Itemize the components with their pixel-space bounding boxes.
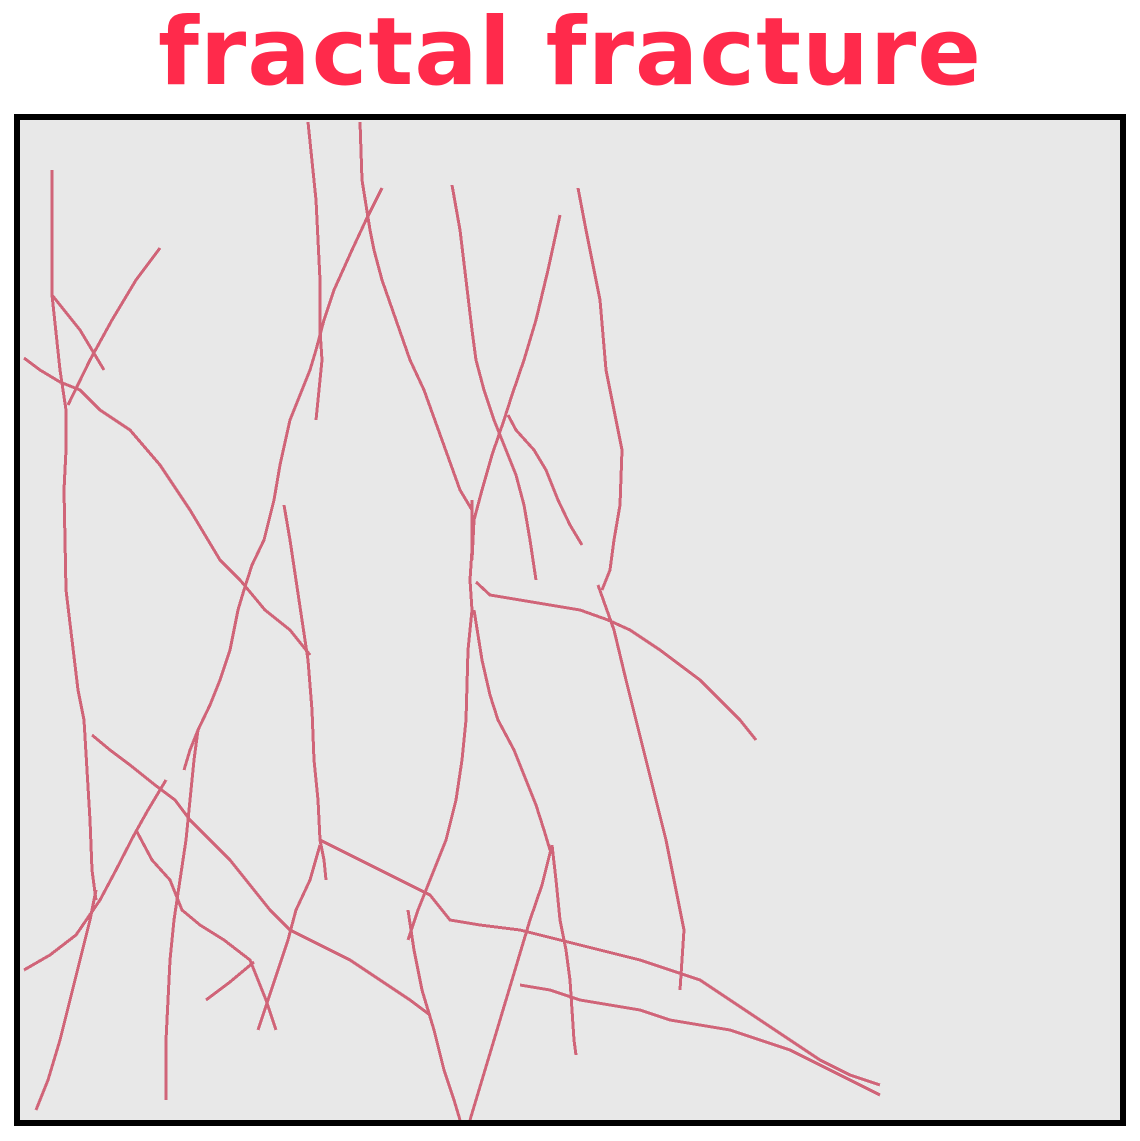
crack-line [50,294,106,371]
crack-line [256,844,322,1031]
crack-line [23,356,312,656]
crack-line [66,247,162,406]
page-title: fractal fracture [157,0,983,107]
crack-line [34,889,98,1111]
crack-line [306,121,324,421]
crack-line [50,170,98,901]
crack-line [450,184,538,581]
crack-line [282,504,328,881]
crack-line [358,121,474,511]
canvas-frame [14,114,1126,1126]
crack-line [319,838,881,1087]
crack-line [472,609,552,851]
crack-line [406,500,474,941]
crack-line [474,580,758,741]
crack-line [506,414,584,546]
crack-line [576,187,624,591]
crack-line [134,829,278,1031]
crack-line [182,187,384,771]
crack-line [164,729,200,1100]
crack-line [23,779,168,972]
crack-line [519,983,881,1097]
crack-line [406,909,462,1120]
crack-line [468,844,554,1120]
crack-line [550,844,578,1056]
crack-line [596,584,686,991]
crack-line [91,733,431,1017]
crack-line [470,214,562,561]
fracture-pattern [23,121,881,1120]
crack-line [205,960,255,1002]
